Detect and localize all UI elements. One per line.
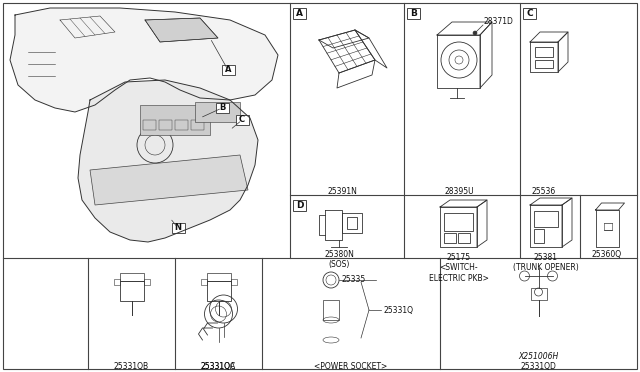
Bar	[143, 279, 150, 285]
Text: N: N	[175, 224, 182, 232]
Bar	[195, 102, 240, 122]
Text: B: B	[410, 9, 417, 18]
Bar	[347, 217, 357, 229]
Text: 25536: 25536	[532, 187, 556, 196]
Text: 28395U: 28395U	[444, 187, 474, 196]
Polygon shape	[145, 18, 218, 42]
Text: C: C	[239, 115, 245, 125]
Bar	[120, 273, 143, 281]
Text: 25331QC
<8.4 A>: 25331QC <8.4 A>	[201, 362, 236, 372]
Bar	[191, 120, 204, 130]
Text: C: C	[526, 9, 533, 18]
Text: B: B	[219, 103, 225, 112]
Circle shape	[473, 31, 477, 35]
Bar	[236, 115, 248, 125]
Text: <POWER SOCKET>: <POWER SOCKET>	[314, 362, 388, 371]
Bar	[523, 8, 536, 19]
Bar	[293, 200, 306, 211]
Text: X251006H: X251006H	[518, 352, 559, 361]
Text: A: A	[225, 65, 231, 74]
Bar	[444, 213, 473, 231]
Bar	[230, 279, 237, 285]
Bar	[200, 279, 207, 285]
Bar	[120, 281, 143, 301]
Bar	[207, 281, 230, 301]
Bar	[458, 233, 470, 243]
Bar	[534, 229, 544, 243]
Bar	[221, 65, 234, 75]
Text: 25331QA: 25331QA	[201, 362, 236, 371]
Bar	[535, 60, 553, 68]
Bar	[407, 8, 420, 19]
Text: 25175
<SWITCH-
ELECTRIC PKB>: 25175 <SWITCH- ELECTRIC PKB>	[429, 253, 489, 283]
Bar	[143, 120, 156, 130]
Text: 25331QD: 25331QD	[520, 362, 556, 371]
Polygon shape	[78, 80, 258, 242]
Bar	[444, 233, 456, 243]
Text: 25331QB: 25331QB	[114, 362, 149, 371]
Bar	[207, 273, 230, 281]
Text: A: A	[296, 9, 303, 18]
Text: 25335: 25335	[341, 276, 365, 285]
Bar	[216, 103, 228, 113]
Bar	[175, 120, 188, 130]
Bar	[159, 120, 172, 130]
Text: 25380N
(SOS): 25380N (SOS)	[324, 250, 354, 269]
Text: 25381
(TRUNK OPENER): 25381 (TRUNK OPENER)	[513, 253, 579, 272]
Bar	[531, 288, 547, 300]
Text: 25391N: 25391N	[327, 187, 357, 196]
Bar	[323, 300, 339, 320]
Text: 28371D: 28371D	[484, 17, 514, 26]
Text: 25360Q: 25360Q	[591, 250, 621, 259]
Bar	[293, 8, 306, 19]
Bar	[113, 279, 120, 285]
Bar	[534, 211, 558, 227]
Bar	[535, 47, 553, 57]
Bar	[172, 223, 184, 233]
Polygon shape	[10, 8, 278, 112]
Bar	[140, 105, 210, 135]
Polygon shape	[90, 155, 248, 205]
Text: 25331Q: 25331Q	[383, 305, 413, 314]
Text: D: D	[296, 201, 303, 210]
